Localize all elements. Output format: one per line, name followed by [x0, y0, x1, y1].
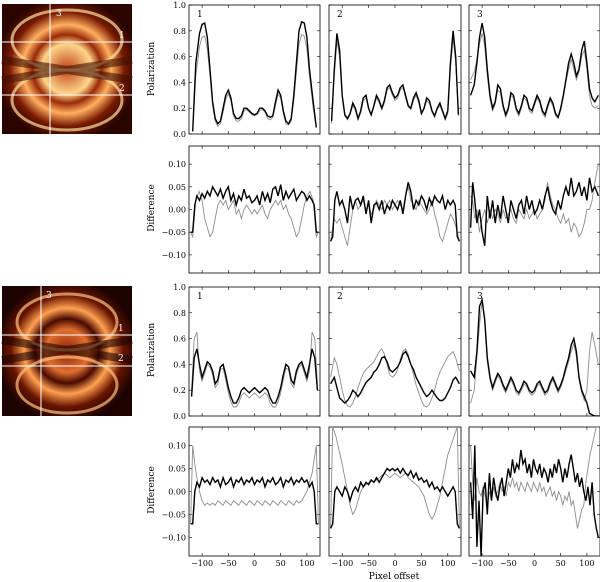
panel-frame — [468, 4, 600, 135]
x-tick-label: 0 — [532, 559, 537, 568]
thumb-label-1: 1 — [119, 31, 125, 41]
ylabel-row-2: Polarization — [147, 323, 157, 378]
y-tick-label: −0.05 — [161, 511, 186, 520]
panel-number-label: 1 — [197, 10, 203, 20]
series-gray-line — [470, 33, 599, 120]
series-black-line — [329, 182, 461, 242]
panel-number-label: 3 — [477, 10, 483, 20]
thumbnail-arc — [15, 355, 119, 415]
x-tick-label: 100 — [299, 559, 314, 568]
x-tick-label: −50 — [220, 559, 237, 568]
x-tick-label: −100 — [191, 559, 213, 568]
ylabel-row-0: Polarization — [147, 42, 157, 97]
panel-frame — [328, 286, 462, 417]
thumb-label-1: 1 — [118, 324, 124, 334]
panel-0-2: 3 — [468, 4, 600, 135]
panel-frame — [468, 286, 600, 417]
y-tick-label: 0.2 — [173, 386, 186, 395]
y-tick-label: 0.4 — [173, 78, 186, 87]
panel-frame — [328, 426, 462, 557]
x-tick-label: 50 — [556, 559, 566, 568]
series-black-line — [190, 348, 319, 404]
y-tick-label: 0.00 — [168, 206, 186, 215]
panel-2-0: 0.0 0.2 0.4 0.6 0.8 1.0 1 — [173, 283, 321, 421]
x-tick-label: −100 — [331, 559, 353, 568]
thumb-label-3: 3 — [46, 291, 52, 301]
panel-2-2: 3 — [468, 286, 600, 417]
y-tick-label: −0.05 — [161, 228, 186, 237]
y-tick-label: 0.4 — [173, 360, 186, 369]
x-axis-label: Pixel offset — [369, 572, 420, 582]
x-tick-label: 100 — [440, 559, 455, 568]
series-gray-line — [191, 331, 318, 408]
y-tick-label: −0.10 — [161, 534, 186, 543]
x-tick-label: −50 — [360, 559, 377, 568]
panel-1-1 — [328, 145, 462, 274]
x-tick-label: 0 — [252, 559, 257, 568]
y-tick-label: 0.00 — [168, 488, 186, 497]
y-tick-label: 0.10 — [168, 441, 186, 450]
series-black-line — [469, 177, 600, 246]
panel-number-label: 2 — [337, 10, 343, 20]
y-tick-label: 0.05 — [168, 183, 186, 192]
series-black-line — [330, 30, 460, 122]
panel-3-2: −100 −50 0 50 100 — [468, 426, 600, 568]
ylabel-row-1: Difference — [147, 184, 157, 232]
y-tick-label: 1.0 — [173, 1, 186, 10]
series-gray-line — [330, 427, 460, 529]
thumbnail-top: 3 1 2 — [1, 4, 133, 134]
panel-3-1: −100 −50 0 50 100 — [328, 426, 462, 568]
panel-1-0: −0.10 −0.05 0.00 0.05 0.10 — [161, 145, 321, 274]
panel-0-0: 0.0 0.2 0.4 0.6 0.8 1.0 1 — [173, 1, 321, 139]
series-black-line — [469, 297, 599, 416]
plot-grid: 0.00.20.40.60.81.01 2 3−0.10−0.050.000.050… — [161, 1, 600, 568]
thumb-label-2: 2 — [119, 84, 125, 94]
y-tick-label: 0.10 — [168, 160, 186, 169]
y-tick-label: 0.8 — [173, 309, 186, 318]
y-tick-label: 0.05 — [168, 464, 186, 473]
thumbnail-cross-pattern — [1, 56, 133, 84]
y-tick-label: 0.0 — [173, 130, 186, 139]
panel-0-1: 2 — [328, 4, 462, 135]
panel-2-1: 2 — [328, 286, 462, 417]
x-tick-label: 100 — [579, 559, 594, 568]
series-black-line — [190, 184, 319, 233]
x-tick-label: 50 — [276, 559, 286, 568]
y-tick-label: 0.8 — [173, 27, 186, 36]
panel-number-label: 3 — [477, 292, 483, 302]
y-tick-label: 0.6 — [173, 335, 186, 344]
x-tick-label: −50 — [500, 559, 517, 568]
series-gray-line — [190, 445, 319, 524]
series-gray-line — [330, 348, 460, 408]
x-tick-label: 50 — [416, 559, 426, 568]
panel-frame — [188, 426, 321, 557]
panel-3-0: −100 −50 0 50 100 −0.10 −0.05 0.00 0.05 0.10 — [161, 426, 321, 568]
y-tick-label: 0.0 — [173, 412, 186, 421]
panel-frame — [188, 4, 321, 135]
panel-number-label: 2 — [337, 292, 343, 302]
y-tick-label: 1.0 — [173, 283, 186, 292]
thumb-label-3: 3 — [56, 9, 62, 19]
panel-frame — [188, 286, 321, 417]
thumbnail-bottom: 3 1 2 — [1, 286, 133, 416]
x-tick-label: −100 — [471, 559, 493, 568]
series-black-line — [329, 350, 461, 405]
series-gray-line — [190, 190, 319, 239]
series-black-line — [190, 475, 319, 525]
thumbnail-cross-pattern — [1, 336, 133, 364]
y-tick-label: 0.6 — [173, 53, 186, 62]
x-tick-label: 0 — [392, 559, 397, 568]
panel-1-2 — [468, 145, 600, 274]
panel-number-label: 1 — [197, 292, 203, 302]
series-black-line — [192, 20, 317, 132]
thumb-label-2: 2 — [118, 354, 124, 364]
series-black-line — [469, 22, 600, 119]
y-tick-label: 0.2 — [173, 104, 186, 113]
y-tick-label: −0.10 — [161, 251, 186, 260]
ylabel-row-3: Difference — [147, 466, 157, 514]
series-black-line — [469, 445, 600, 556]
series-black-line — [329, 467, 461, 529]
